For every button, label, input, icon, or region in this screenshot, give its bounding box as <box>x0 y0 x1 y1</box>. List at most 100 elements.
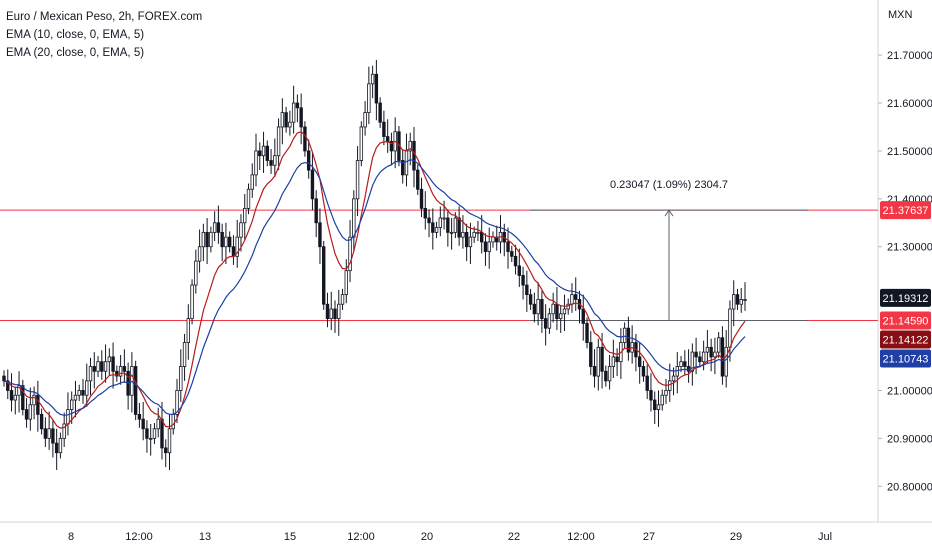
candle-body <box>374 73 379 104</box>
candle <box>243 194 247 241</box>
candle-body <box>679 361 683 367</box>
candle-body <box>273 155 277 166</box>
price-tags: 21.37637 21.19312 21.14590 21.14122 21.10743 <box>880 201 931 368</box>
time-tick-label: 29 <box>730 531 742 543</box>
candle <box>164 439 168 468</box>
candle-body <box>107 356 112 363</box>
candle <box>107 348 112 377</box>
price-range-measurement[interactable]: 0.23047 (1.09%) 2304.7 <box>530 179 808 322</box>
candle <box>258 142 262 171</box>
candle <box>404 133 409 187</box>
candle-body <box>344 270 348 296</box>
candle-body <box>483 241 488 252</box>
candle <box>306 139 311 179</box>
candle <box>36 380 40 432</box>
candle-body <box>100 361 104 372</box>
candle-body <box>70 399 74 411</box>
candle-body <box>276 126 281 157</box>
candle-body <box>250 174 254 190</box>
candle-body <box>480 231 484 243</box>
candle <box>160 401 164 460</box>
candle-body <box>190 284 194 319</box>
candle <box>596 338 601 391</box>
candle <box>589 331 593 376</box>
candle <box>220 223 224 262</box>
candle <box>683 350 687 376</box>
candle <box>344 259 348 304</box>
candle-body <box>299 107 303 128</box>
candle <box>51 420 55 458</box>
candle-body <box>77 390 81 396</box>
candle <box>167 414 172 470</box>
candle-body <box>137 413 142 420</box>
candle-body <box>235 236 239 257</box>
time-tick-label: 20 <box>421 531 433 543</box>
candle <box>570 283 574 313</box>
candle-body <box>592 366 597 377</box>
candle-body <box>671 375 676 382</box>
candle <box>720 326 725 385</box>
candle <box>517 248 522 287</box>
candle <box>438 206 443 237</box>
candle <box>592 349 597 388</box>
candle-body <box>419 188 424 209</box>
price-tag-label: 21.14122 <box>883 335 929 347</box>
ema10-legend[interactable]: EMA (10, close, 0, EMA, 5) <box>6 29 145 41</box>
candle-body <box>536 299 540 315</box>
candle <box>280 98 285 145</box>
candle-body <box>288 121 292 128</box>
candle-body <box>291 102 296 123</box>
candle-body <box>141 418 145 430</box>
candle <box>43 417 48 447</box>
candle <box>705 330 710 364</box>
candle <box>212 211 217 241</box>
candle <box>145 420 149 453</box>
candle-body <box>171 413 175 430</box>
price-tag-bg <box>880 330 931 349</box>
ema20-line <box>3 159 746 416</box>
candle <box>739 287 743 313</box>
candlesticks <box>2 59 747 470</box>
candle-body <box>521 275 525 286</box>
candle <box>611 339 616 378</box>
candle-body <box>186 318 191 343</box>
candle-body <box>574 294 578 300</box>
symbol-title[interactable]: Euro / Mexican Peso, 2h, FOREX.com <box>6 11 203 23</box>
candle <box>355 146 360 217</box>
candle-body <box>133 366 138 415</box>
candle-body <box>306 150 311 171</box>
candle-body <box>506 241 510 252</box>
candle <box>126 362 130 410</box>
time-axis[interactable]: 8 12:00 13 15 12:00 20 22 12:00 27 29 Jul <box>68 531 832 543</box>
candle <box>288 110 292 136</box>
candle <box>401 149 405 184</box>
candle <box>152 423 157 445</box>
candle <box>453 212 458 239</box>
candle-body <box>491 236 495 243</box>
candle-body <box>115 370 119 377</box>
candle <box>547 308 552 334</box>
candle <box>88 357 93 396</box>
candle-body <box>62 423 66 439</box>
candle <box>6 369 10 400</box>
candle-body <box>47 428 51 439</box>
candle-body <box>148 437 153 440</box>
candle <box>464 223 469 262</box>
candle-body <box>352 198 356 238</box>
candle-body <box>525 284 529 296</box>
candle-body <box>329 308 333 319</box>
price-tag-label: 21.14590 <box>883 316 929 328</box>
candle-body <box>367 83 371 113</box>
price-axis[interactable]: MXN 21.7000021.6000021.5000021.4000021.3… <box>878 9 932 493</box>
candle <box>476 220 480 241</box>
candle-body <box>21 385 25 411</box>
candle <box>698 351 702 368</box>
candle <box>566 298 570 315</box>
price-tag: 21.14590 <box>880 311 931 330</box>
candle-body <box>668 380 672 391</box>
price-tag: 21.14122 <box>880 330 931 349</box>
candle-body <box>698 356 702 363</box>
candle <box>171 408 175 435</box>
ema20-legend[interactable]: EMA (20, close, 0, EMA, 5) <box>6 47 145 59</box>
